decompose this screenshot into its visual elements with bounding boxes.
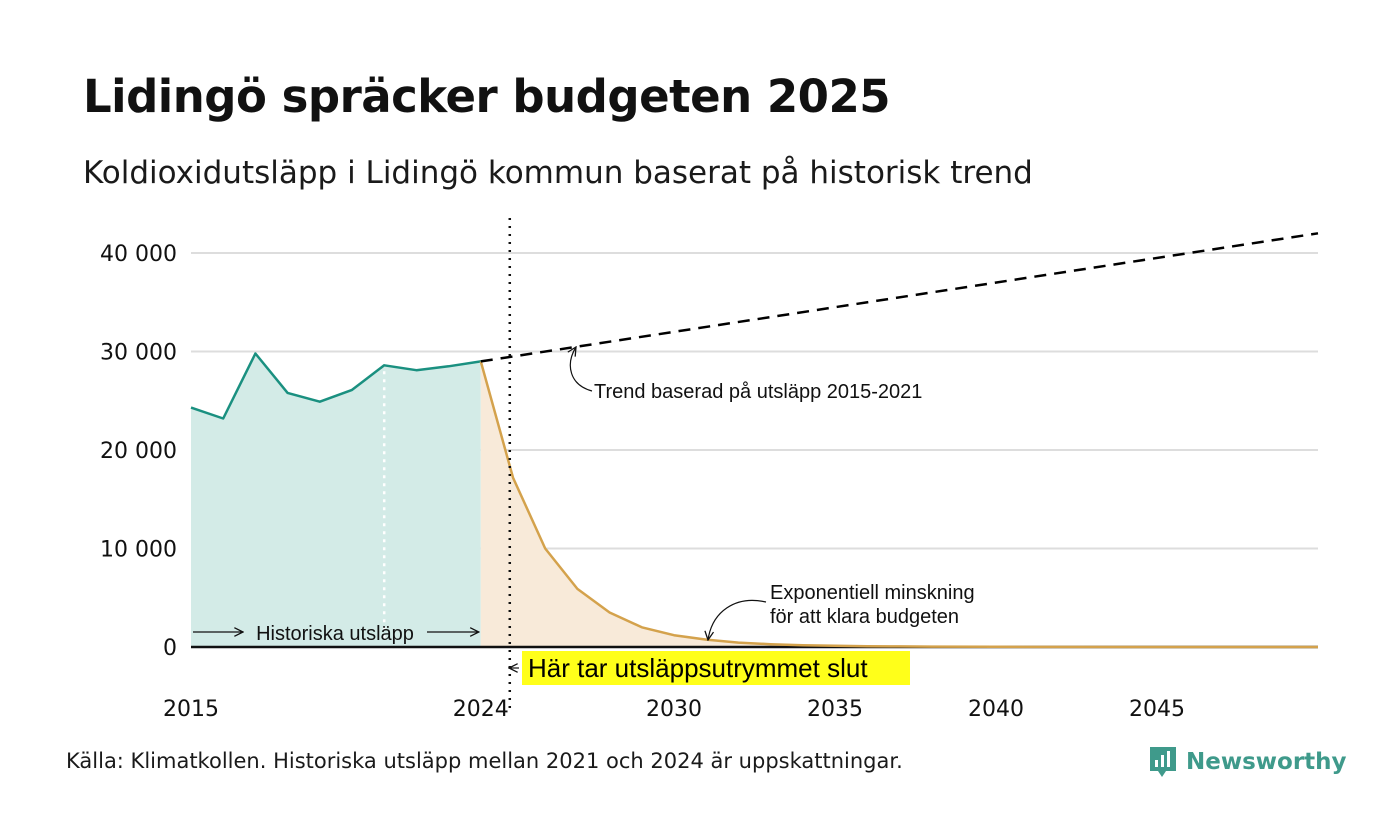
y-tick-label: 0: [163, 636, 177, 661]
y-axis-ticks: 0 10 000 20 000 30 000 40 000: [100, 242, 177, 661]
x-tick-label: 2030: [646, 697, 702, 722]
historical-line: [190, 352, 481, 420]
x-tick-label: 2045: [1129, 697, 1185, 722]
x-tick-label: 2024: [453, 697, 509, 722]
source-note: Källa: Klimatkollen. Historiska utsläpp …: [66, 749, 903, 773]
newsworthy-logo-icon: [1150, 747, 1176, 777]
area-fills: [191, 353, 1318, 647]
decline-line: [479, 361, 1318, 649]
x-axis-ticks: 2015 2024 2030 2035 2040 2045: [163, 697, 1185, 722]
x-tick-label: 2015: [163, 697, 219, 722]
decline-annotation-line1: Exponentiell minskning: [770, 582, 975, 604]
budget-end-label: Här tar utsläppsutrymmet slut: [528, 653, 868, 683]
y-tick-label: 20 000: [100, 439, 177, 464]
decline-annotation-line2: för att klara budgeten: [770, 606, 959, 628]
historical-area: [191, 353, 481, 647]
series-lines: [190, 232, 1319, 649]
budget-end-highlight: [522, 651, 910, 685]
decline-annotation-arrow: [708, 599, 767, 640]
brand-logo[interactable]: Newsworthy: [1148, 744, 1347, 780]
chart-title: Lidingö spräcker budgeten 2025: [83, 70, 891, 123]
y-tick-label: 30 000: [100, 341, 177, 366]
trend-annotation: Trend baserad på utsläpp 2015-2021: [594, 381, 922, 403]
x-tick-label: 2035: [807, 697, 863, 722]
historical-annotation: Historiska utsläpp: [256, 623, 414, 645]
y-tick-label: 10 000: [100, 538, 177, 563]
chart-subtitle: Koldioxidutsläpp i Lidingö kommun basera…: [83, 155, 1033, 191]
trend-annotation-arrow: [570, 347, 593, 392]
trend-line: [480, 232, 1319, 363]
brand-name: Newsworthy: [1186, 749, 1347, 775]
x-tick-label: 2040: [968, 697, 1024, 722]
y-tick-label: 40 000: [100, 242, 177, 267]
annotations: Trend baserad på utsläpp 2015-2021 Histor…: [193, 218, 975, 712]
budget-area: [480, 361, 1318, 647]
